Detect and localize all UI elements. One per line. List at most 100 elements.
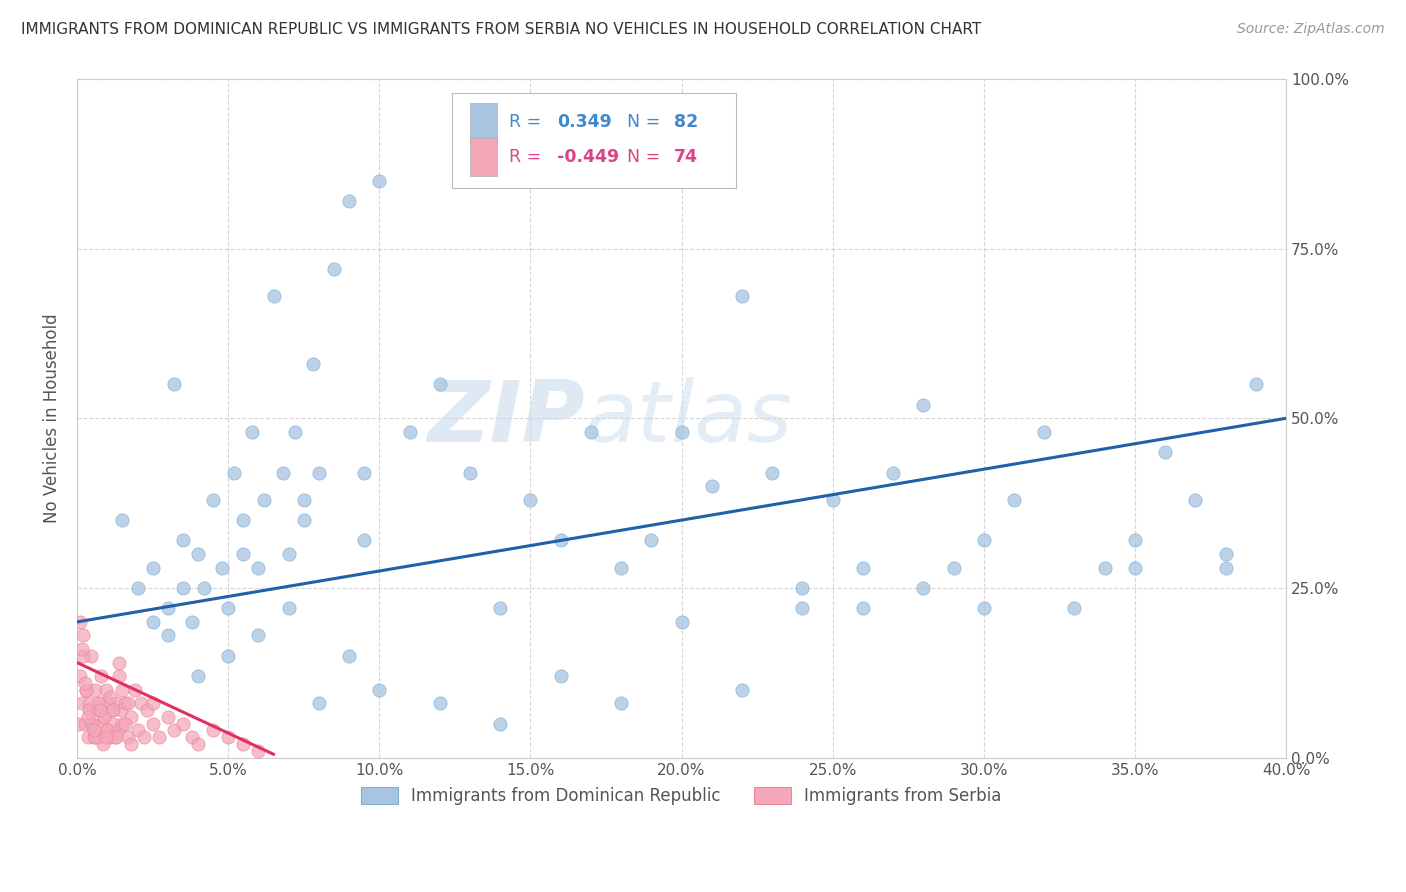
Point — [284, 425, 307, 439]
Point — [142, 560, 165, 574]
Point — [232, 547, 254, 561]
Point — [579, 425, 602, 439]
Point — [353, 533, 375, 548]
Point — [83, 723, 105, 738]
Point — [129, 697, 152, 711]
Point — [211, 560, 233, 574]
Point — [821, 492, 844, 507]
Point — [70, 697, 93, 711]
Point — [82, 716, 104, 731]
Point — [156, 628, 179, 642]
Point — [87, 731, 110, 745]
Point — [1063, 601, 1085, 615]
Point — [90, 716, 112, 731]
Point — [96, 723, 118, 738]
Point — [181, 615, 204, 629]
Text: N =: N = — [627, 112, 666, 131]
Point — [337, 194, 360, 208]
Point — [247, 628, 270, 642]
Point — [550, 533, 572, 548]
Point — [135, 703, 157, 717]
Point — [82, 716, 104, 731]
Point — [75, 682, 97, 697]
Point — [91, 737, 114, 751]
Point — [96, 723, 118, 738]
Point — [610, 697, 633, 711]
Point — [121, 710, 143, 724]
Text: atlas: atlas — [585, 376, 793, 459]
Point — [1123, 560, 1146, 574]
Point — [232, 513, 254, 527]
Point — [852, 601, 875, 615]
Point — [124, 682, 146, 697]
Text: -0.449: -0.449 — [557, 148, 619, 166]
Point — [114, 697, 136, 711]
Text: 0.349: 0.349 — [557, 112, 612, 131]
Point — [132, 731, 155, 745]
Point — [75, 682, 97, 697]
Point — [882, 466, 904, 480]
Point — [142, 697, 165, 711]
Point — [172, 716, 194, 731]
Point — [142, 716, 165, 731]
FancyBboxPatch shape — [470, 103, 496, 140]
Point — [72, 628, 94, 642]
Point — [187, 669, 209, 683]
Point — [368, 682, 391, 697]
Point — [111, 682, 134, 697]
Point — [156, 710, 179, 724]
Point — [142, 615, 165, 629]
Point — [671, 425, 693, 439]
Point — [308, 466, 330, 480]
Text: R =: R = — [509, 148, 547, 166]
Point — [353, 466, 375, 480]
Point — [70, 642, 93, 657]
Point — [80, 648, 103, 663]
Point — [187, 737, 209, 751]
Point — [107, 723, 129, 738]
Text: Source: ZipAtlas.com: Source: ZipAtlas.com — [1237, 22, 1385, 37]
Point — [292, 513, 315, 527]
Point — [67, 716, 90, 731]
Point — [1184, 492, 1206, 507]
Point — [731, 289, 754, 303]
Point — [308, 697, 330, 711]
Point — [98, 731, 121, 745]
Point — [489, 601, 512, 615]
Point — [1215, 560, 1237, 574]
Point — [292, 492, 315, 507]
Point — [232, 737, 254, 751]
Point — [84, 731, 107, 745]
Point — [1244, 377, 1267, 392]
Point — [94, 682, 117, 697]
Point — [1002, 492, 1025, 507]
Point — [77, 697, 100, 711]
Point — [117, 731, 139, 745]
Point — [368, 174, 391, 188]
Point — [247, 560, 270, 574]
Point — [114, 716, 136, 731]
Point — [792, 601, 814, 615]
Point — [163, 377, 186, 392]
Point — [72, 648, 94, 663]
Point — [912, 581, 935, 595]
Point — [103, 716, 125, 731]
Point — [973, 533, 995, 548]
Point — [110, 703, 132, 717]
Point — [69, 669, 91, 683]
Point — [104, 731, 127, 745]
Point — [101, 703, 124, 717]
Text: 82: 82 — [675, 112, 699, 131]
Text: ZIP: ZIP — [427, 376, 585, 459]
Point — [76, 731, 98, 745]
Text: 74: 74 — [675, 148, 699, 166]
Point — [792, 581, 814, 595]
Point — [117, 697, 139, 711]
Point — [671, 615, 693, 629]
Point — [942, 560, 965, 574]
FancyBboxPatch shape — [451, 93, 735, 187]
Point — [217, 648, 239, 663]
Point — [86, 703, 108, 717]
Point — [700, 479, 723, 493]
Point — [83, 731, 105, 745]
